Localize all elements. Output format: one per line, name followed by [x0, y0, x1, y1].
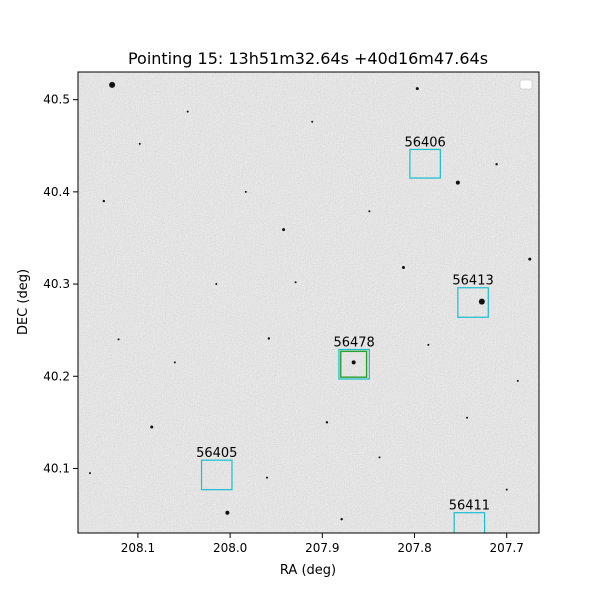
- star-point: [478, 298, 485, 305]
- star-point: [88, 472, 91, 475]
- star-point: [516, 379, 519, 382]
- plot-frame: [77, 71, 540, 534]
- x-tick-label: 208.1: [121, 541, 155, 555]
- star-point: [427, 343, 430, 346]
- star-point: [528, 257, 532, 261]
- x-axis-label: RA (deg): [280, 563, 336, 578]
- region-label: 56406: [404, 135, 445, 150]
- regions-layer: 56406 56413 56478 56405 56411: [196, 135, 494, 533]
- star-point: [340, 517, 343, 521]
- region-box: [338, 348, 370, 380]
- star-point: [225, 510, 230, 515]
- y-tick-label: 40.1: [43, 461, 70, 475]
- stars-layer: [88, 81, 532, 521]
- x-tick-label: 207.8: [397, 541, 431, 555]
- x-tick-label: 207.9: [305, 541, 339, 555]
- chart-title: Pointing 15: 13h51m32.64s +40d16m47.64s: [128, 49, 488, 68]
- star-point: [138, 142, 141, 145]
- star-point: [495, 163, 498, 166]
- star-point: [378, 456, 381, 459]
- star-point: [266, 476, 269, 479]
- region-label: 56411: [449, 499, 490, 514]
- x-tick-label: 207.7: [490, 541, 524, 555]
- star-point: [186, 110, 189, 113]
- star-point: [102, 199, 106, 203]
- y-tick-label: 40.2: [43, 369, 70, 383]
- region-label: 56478: [333, 336, 374, 351]
- region-box: [409, 148, 441, 179]
- star-point: [109, 81, 116, 88]
- sky-image: [78, 72, 539, 533]
- star-point: [325, 421, 329, 424]
- y-tick-label: 40.3: [43, 277, 70, 291]
- star-point: [311, 120, 314, 123]
- star-point: [351, 360, 356, 365]
- star-point: [244, 190, 247, 193]
- highlight-box: [340, 350, 368, 378]
- x-axis: 208.1 208.0 207.9 207.8 207.7: [121, 533, 524, 555]
- star-point: [505, 488, 508, 491]
- star-point: [215, 283, 218, 286]
- star-point: [267, 337, 271, 340]
- star-point: [466, 416, 469, 419]
- star-point: [117, 338, 120, 341]
- y-tick-label: 40.5: [43, 93, 70, 107]
- y-axis: 40.1 40.2 40.3 40.4 40.5: [43, 93, 78, 475]
- star-point: [294, 281, 297, 284]
- y-axis-label: DEC (deg): [16, 269, 31, 335]
- star-point: [401, 265, 405, 269]
- legend-box: [519, 79, 533, 90]
- y-tick-label: 40.4: [43, 185, 70, 199]
- region-label: 56413: [452, 274, 493, 289]
- star-point: [455, 180, 460, 185]
- region-box: [457, 287, 489, 318]
- region-label: 56405: [196, 446, 237, 461]
- x-tick-label: 208.0: [213, 541, 247, 555]
- region-box: [453, 512, 486, 533]
- star-point: [368, 210, 371, 213]
- star-point: [415, 87, 419, 91]
- star-point: [173, 361, 176, 364]
- star-point: [150, 425, 154, 429]
- star-point: [282, 228, 286, 232]
- region-box: [200, 459, 233, 491]
